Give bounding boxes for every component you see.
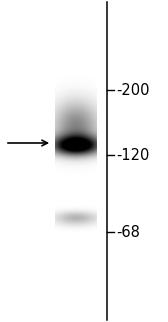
Text: -200: -200 bbox=[116, 82, 150, 98]
Text: -120: -120 bbox=[116, 147, 150, 163]
Text: -68: -68 bbox=[116, 224, 140, 240]
